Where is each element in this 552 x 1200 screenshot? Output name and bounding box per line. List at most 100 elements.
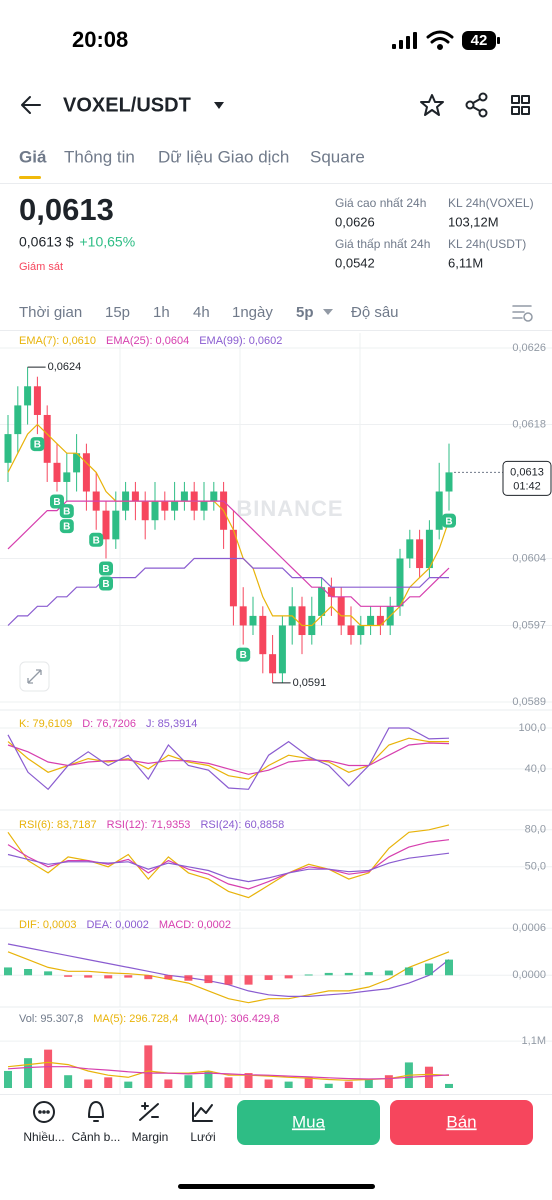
bar [324, 1083, 333, 1088]
stats: Giá cao nhất 24h 0,0626 KL 24h(VOXEL) 103,1… [335, 196, 534, 270]
expand-button[interactable] [19, 661, 50, 692]
divider [0, 330, 552, 331]
action-label[interactable]: Nhiều... [23, 1130, 64, 1144]
sell-button[interactable] [390, 1100, 533, 1145]
tab[interactable]: Square [310, 147, 365, 166]
buy-button[interactable] [237, 1100, 380, 1145]
grid-icon[interactable] [192, 1102, 213, 1122]
candle-body [4, 434, 12, 463]
legend-entry: RSI(6): 83,7187 [19, 819, 97, 831]
bar [224, 1077, 233, 1088]
candle-body [318, 587, 326, 616]
stat-label: Giá thấp nhất 24h [335, 237, 430, 251]
candle-body [357, 625, 365, 636]
interval[interactable]: 1h [153, 304, 170, 321]
interval[interactable]: 4h [193, 304, 210, 321]
stat-value: 103,12M [448, 214, 499, 229]
bar [304, 1077, 313, 1088]
tab[interactable]: Thông tin [64, 147, 135, 166]
chart-settings[interactable] [512, 305, 533, 322]
bar [124, 975, 133, 978]
favorite-button[interactable] [420, 94, 444, 116]
candle-body [33, 386, 41, 415]
chart-panel: 0,0006 0,0000 DIF: 0,0003 DEA: 0,0002 MACD: … [0, 909, 552, 1007]
y-tick-label: 0,0604 [512, 552, 546, 564]
home-indicator [178, 1184, 375, 1189]
share-button[interactable] [465, 92, 488, 118]
divider [0, 1094, 552, 1095]
buy-marker-label: B [34, 440, 41, 451]
candle-body [102, 510, 110, 540]
candle-body [112, 510, 120, 540]
action-label[interactable]: Cảnh b... [72, 1130, 121, 1144]
y-tick-label: 0,0000 [512, 969, 546, 981]
alert-icon[interactable] [88, 1101, 104, 1122]
bar [24, 1058, 33, 1088]
pair-title[interactable]: VOXEL/USDT [63, 94, 191, 116]
interval[interactable]: 5p [296, 304, 314, 321]
current-price: 0,0613 [510, 466, 544, 478]
buy-marker [59, 504, 74, 519]
interval[interactable]: Thời gian [19, 304, 82, 321]
legend-entry: D: 76,7206 [82, 718, 136, 730]
bar [64, 975, 73, 977]
more-icon[interactable] [33, 1101, 55, 1123]
current-price-box [502, 460, 552, 496]
legend-entry: DEA: 0,0002 [86, 919, 148, 931]
y-tick-label: 0,0626 [512, 342, 546, 354]
pair-dropdown[interactable] [214, 102, 224, 109]
buy-marker-label: B [102, 564, 109, 575]
indicator-line [7, 839, 450, 890]
bar [24, 969, 33, 976]
tab[interactable]: Giá [19, 147, 47, 166]
sell-label[interactable]: Bán [446, 1112, 476, 1131]
candle-body [249, 615, 257, 626]
wifi-icon [426, 30, 454, 50]
buy-label[interactable]: Mua [292, 1112, 326, 1131]
candle-body [151, 501, 159, 521]
candle-body [82, 453, 90, 492]
indicator-line [7, 727, 450, 791]
monitor-link[interactable]: Giám sát [19, 261, 63, 273]
interval[interactable]: 15p [105, 304, 130, 321]
candle-body [347, 625, 355, 636]
tab[interactable]: Dữ liệu Giao dịch [158, 147, 289, 166]
bar [104, 975, 113, 979]
legend-entry: EMA(7): 0,0610 [19, 335, 96, 347]
ema-line [7, 500, 450, 607]
candle-body [161, 501, 169, 511]
layout-button[interactable] [511, 95, 530, 115]
stat-label: KL 24h(USDT) [448, 237, 526, 251]
chart-panel: 0,0626 0,0618 0,0604 0,0597 0,0589 EMA(7): 0,… [0, 333, 552, 710]
stat-value: 0,0542 [335, 255, 375, 270]
buy-marker [30, 437, 45, 452]
legend-entry: EMA(25): 0,0604 [106, 335, 189, 347]
back-button[interactable] [21, 96, 41, 114]
legend-entry: EMA(99): 0,0602 [199, 335, 282, 347]
action-label[interactable]: Margin [132, 1130, 169, 1144]
indicator-line [7, 852, 450, 883]
ema-line [7, 423, 450, 627]
stat-label: KL 24h(VOXEL) [448, 196, 534, 210]
buy-marker [236, 647, 251, 662]
bar [204, 975, 213, 984]
legend-entry: MACD: 0,0002 [159, 919, 231, 931]
action-label[interactable]: Lưới [190, 1130, 215, 1144]
buy-marker [89, 532, 104, 547]
signal-icon [392, 32, 417, 49]
legend-entry: DIF: 0,0003 [19, 919, 76, 931]
stat-label: Giá cao nhất 24h [335, 196, 426, 210]
margin-icon[interactable] [139, 1102, 159, 1121]
indicator-line [7, 951, 450, 1004]
interval-dropdown[interactable] [323, 309, 333, 315]
candle-body [131, 491, 139, 502]
candle-body [298, 606, 306, 636]
bar [4, 1070, 12, 1088]
candle-body [180, 491, 188, 502]
interval[interactable]: 1ngày [232, 304, 273, 321]
clock: 20:08 [72, 27, 128, 52]
bar [284, 975, 293, 979]
action-labels: Nhiều... Cảnh b... Margin Lưới [23, 1130, 215, 1144]
buy-marker-label: B [102, 579, 109, 590]
interval[interactable]: Độ sâu [351, 304, 399, 321]
